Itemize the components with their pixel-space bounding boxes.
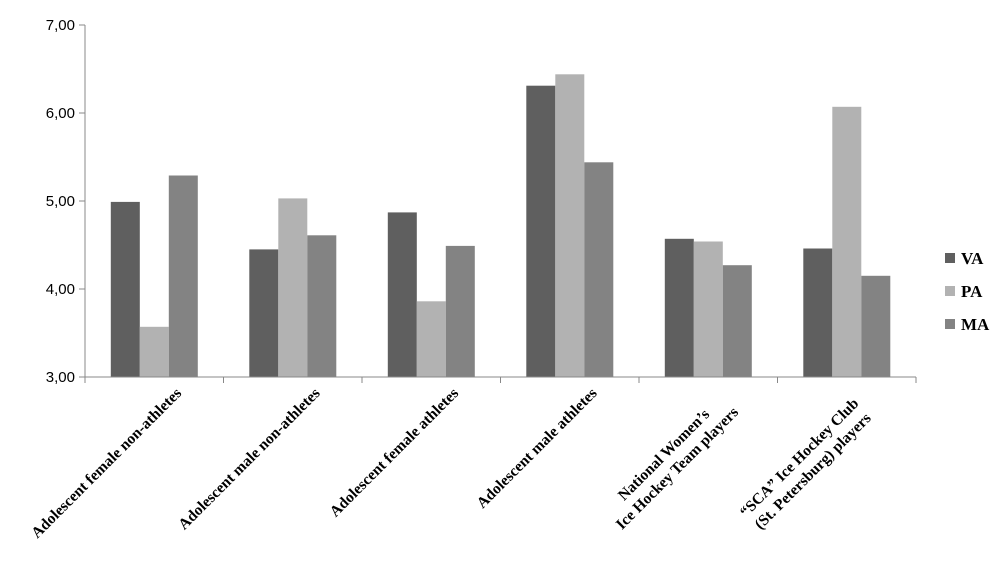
bar-ma-2 [445, 245, 475, 377]
legend-label-va: VA [961, 249, 984, 268]
y-tick-label-1: 4,00 [46, 281, 75, 298]
bar-ma-5 [861, 275, 891, 377]
legend-swatch-va [945, 253, 955, 263]
bar-pa-1 [278, 198, 308, 377]
x-category-label-line: (St. Petersburg) players [751, 410, 874, 533]
legend-label-ma: MA [961, 315, 990, 334]
bar-va-2 [387, 212, 417, 377]
bar-ma-4 [722, 265, 752, 377]
x-category-label-line: Adolescent male non-athletes [175, 385, 323, 533]
x-category-label-4: National Women’sIce Hockey Team players [599, 390, 742, 533]
x-category-label-1: Adolescent male non-athletes [175, 385, 323, 533]
y-tick-label-0: 3,00 [46, 369, 75, 386]
x-category-label-2: Adolescent female athletes [327, 385, 463, 521]
x-category-label-line: Adolescent female non-athletes [28, 385, 185, 542]
bar-pa-3 [555, 74, 585, 378]
bar-pa-0 [139, 326, 169, 377]
bar-pa-5 [832, 106, 862, 378]
x-category-label-line: Adolescent male athletes [474, 385, 601, 512]
bar-pa-2 [416, 301, 446, 377]
bar-va-0 [110, 201, 140, 377]
bar-va-3 [526, 85, 556, 377]
legend-swatch-ma [945, 319, 955, 329]
bar-va-1 [249, 249, 279, 377]
x-category-label-line: Ice Hockey Team players [613, 404, 742, 533]
bar-ma-0 [168, 175, 198, 377]
bar-va-4 [664, 238, 694, 377]
x-category-label-3: Adolescent male athletes [474, 385, 601, 512]
bar-va-5 [803, 248, 833, 377]
legend-swatch-pa [945, 286, 955, 296]
bar-ma-3 [584, 162, 614, 377]
y-tick-label-3: 6,00 [46, 105, 75, 122]
bar-pa-4 [693, 241, 723, 377]
y-tick-label-2: 5,00 [46, 193, 75, 210]
x-category-label-line: “SCA” Ice Hockey Club [737, 395, 863, 521]
bar-ma-1 [307, 235, 337, 377]
x-category-label-0: Adolescent female non-athletes [28, 385, 185, 542]
x-category-label-5: “SCA” Ice Hockey Club(St. Petersburg) pl… [737, 395, 876, 534]
legend-label-pa: PA [961, 282, 983, 301]
x-category-label-line: Adolescent female athletes [327, 385, 463, 521]
y-tick-label-4: 7,00 [46, 17, 75, 34]
